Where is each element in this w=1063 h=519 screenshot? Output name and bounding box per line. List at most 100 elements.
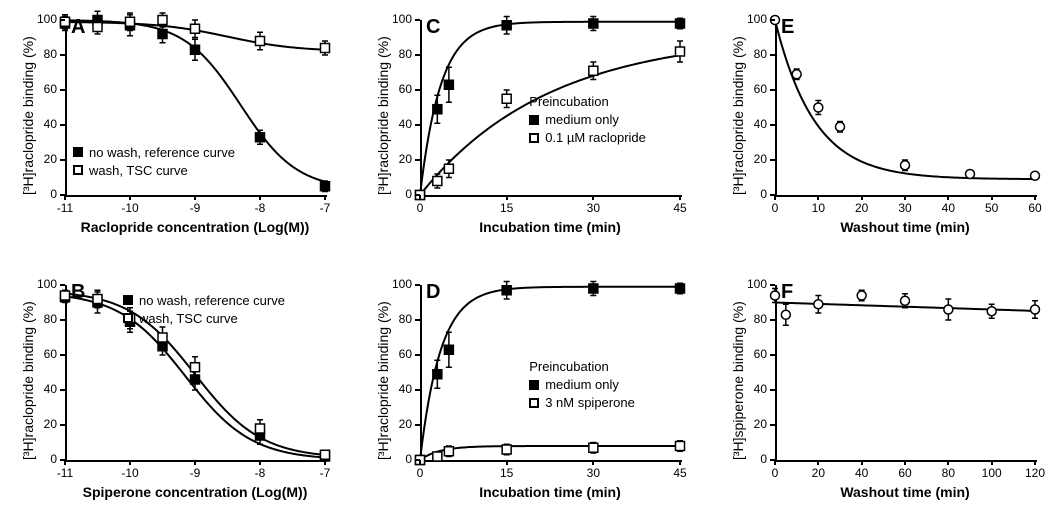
xtick-label: 15: [492, 201, 522, 215]
y-axis-title: [³H]spiperone binding (%): [730, 301, 746, 460]
xtick-label: 0: [760, 201, 790, 215]
xtick-mark: [817, 195, 819, 200]
data-marker: [589, 19, 598, 28]
ytick-mark: [770, 89, 775, 91]
ytick-mark: [770, 19, 775, 21]
legend-item: medium only: [529, 376, 635, 394]
ytick-mark: [60, 319, 65, 321]
xtick-label: 20: [803, 466, 833, 480]
legend: Preincubation medium only3 nM spiperone: [529, 359, 635, 412]
legend-marker-icon: [529, 398, 539, 408]
data-marker: [61, 291, 70, 300]
legend: Preincubationmedium only0.1 µM racloprid…: [529, 94, 646, 147]
ytick-label: 100: [737, 277, 767, 291]
data-marker: [256, 133, 265, 142]
xtick-mark: [991, 195, 993, 200]
x-axis-title: Spiperone concentration (Log(M)): [75, 484, 315, 500]
data-marker: [944, 305, 953, 314]
xtick-mark: [129, 195, 131, 200]
legend-item: no wash, reference curve: [73, 143, 235, 161]
panel-label: A: [71, 16, 85, 39]
panel-label: B: [71, 281, 85, 304]
data-marker: [771, 291, 780, 300]
xtick-mark: [991, 460, 993, 465]
legend-title: Preincubation: [529, 359, 635, 374]
xtick-mark: [904, 195, 906, 200]
xtick-mark: [506, 195, 508, 200]
data-marker: [444, 345, 453, 354]
x-axis-title: Incubation time (min): [430, 484, 670, 500]
xtick-mark: [419, 195, 421, 200]
legend-marker-icon: [73, 165, 83, 175]
xtick-mark: [774, 460, 776, 465]
data-marker: [1031, 171, 1040, 180]
legend-marker-icon: [529, 133, 539, 143]
xtick-mark: [592, 460, 594, 465]
data-marker: [676, 47, 685, 56]
data-marker: [781, 310, 790, 319]
xtick-mark: [324, 460, 326, 465]
plot-svg: [775, 20, 1035, 195]
ytick-mark: [770, 389, 775, 391]
legend-item: no wash, reference curve: [123, 291, 285, 309]
xtick-mark: [1034, 460, 1036, 465]
ytick-mark: [60, 19, 65, 21]
data-marker: [502, 445, 511, 454]
data-marker: [676, 19, 685, 28]
legend-label: no wash, reference curve: [139, 293, 285, 308]
panel-A: 020406080100-11-10-9-8-7A[³H]raclopride …: [65, 20, 325, 195]
xtick-mark: [194, 195, 196, 200]
data-marker: [502, 286, 511, 295]
legend-label: 3 nM spiperone: [545, 395, 635, 410]
ytick-mark: [60, 89, 65, 91]
ytick-mark: [415, 19, 420, 21]
data-marker: [158, 16, 167, 25]
xtick-mark: [64, 460, 66, 465]
ytick-mark: [770, 354, 775, 356]
panel-label: F: [781, 281, 793, 304]
panel-C: 0204060801000153045C[³H]raclopride bindi…: [420, 20, 680, 195]
xtick-label: 15: [492, 466, 522, 480]
panel-D: 0204060801000153045D[³H]raclopride bindi…: [420, 285, 680, 460]
xtick-label: 0: [405, 466, 435, 480]
xtick-label: 60: [1020, 201, 1050, 215]
xtick-mark: [947, 460, 949, 465]
data-marker: [433, 105, 442, 114]
panel-label: E: [781, 16, 794, 39]
legend-marker-icon: [123, 313, 133, 323]
ytick-mark: [415, 354, 420, 356]
data-marker: [191, 363, 200, 372]
data-marker: [444, 447, 453, 456]
data-marker: [676, 442, 685, 451]
xtick-label: 0: [760, 466, 790, 480]
xtick-mark: [904, 460, 906, 465]
data-marker: [256, 37, 265, 46]
legend-item: wash, TSC curve: [123, 309, 285, 327]
data-marker: [589, 66, 598, 75]
panel-label: D: [426, 281, 440, 304]
data-marker: [1031, 305, 1040, 314]
xtick-label: 30: [890, 201, 920, 215]
xtick-mark: [324, 195, 326, 200]
legend-item: wash, TSC curve: [73, 161, 235, 179]
ytick-mark: [60, 389, 65, 391]
ytick-mark: [60, 424, 65, 426]
xtick-mark: [194, 460, 196, 465]
xtick-label: 20: [847, 201, 877, 215]
ytick-mark: [60, 124, 65, 126]
data-marker: [901, 161, 910, 170]
ytick-mark: [415, 319, 420, 321]
data-marker: [814, 300, 823, 309]
xtick-label: 40: [847, 466, 877, 480]
xtick-label: 45: [665, 466, 695, 480]
data-marker: [433, 370, 442, 379]
data-marker: [444, 164, 453, 173]
xtick-label: 45: [665, 201, 695, 215]
x-axis-title: Incubation time (min): [430, 219, 670, 235]
ytick-mark: [770, 284, 775, 286]
figure-root: 020406080100-11-10-9-8-7A[³H]raclopride …: [0, 0, 1063, 519]
xtick-mark: [861, 195, 863, 200]
xtick-mark: [259, 460, 261, 465]
data-marker: [126, 17, 135, 26]
panel-label: C: [426, 16, 440, 39]
